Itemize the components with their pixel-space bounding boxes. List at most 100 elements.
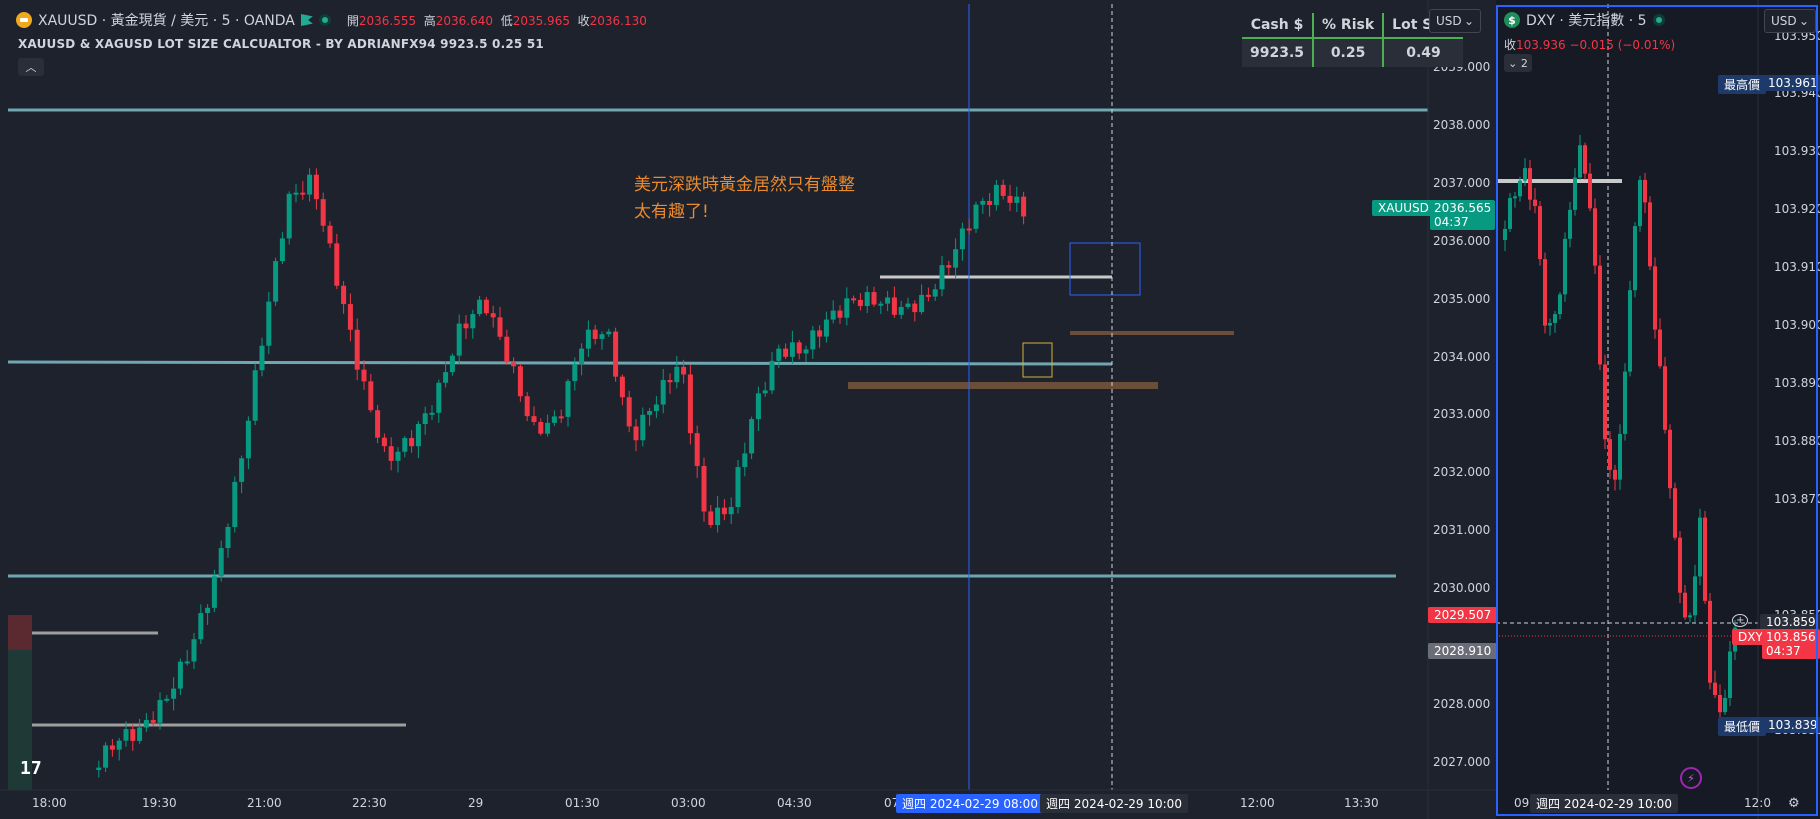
candle-body xyxy=(266,301,272,346)
price-tick-label: 2030.000 xyxy=(1433,581,1491,596)
dxy-price-tick-label: 103.880 xyxy=(1774,433,1820,448)
market-status-icon[interactable] xyxy=(318,14,331,26)
candle-body xyxy=(273,261,279,302)
indicator-title[interactable]: XAUUSD & XAGUSD LOT SIZE CALCUALTOR - BY… xyxy=(18,37,544,51)
candle-body xyxy=(769,360,775,391)
candle-body xyxy=(1538,206,1542,260)
candle-body xyxy=(205,607,211,614)
time-tick-label: 19:30 xyxy=(142,796,177,810)
lot-header-risk: % Risk xyxy=(1312,13,1384,39)
candle-body xyxy=(307,174,313,195)
dxy-symbol-title[interactable]: DXY · 美元指數 · 5 xyxy=(1526,13,1647,29)
candle-body xyxy=(232,481,238,527)
candle-body xyxy=(980,200,986,205)
price-tick-label: 2032.000 xyxy=(1433,465,1491,480)
candle-body xyxy=(851,298,857,301)
main-symbol-title[interactable]: XAUUSD · 黃金現貨 / 美元 · 5 · OANDA xyxy=(38,13,295,29)
candle-body xyxy=(885,297,891,304)
candle-body xyxy=(565,381,571,417)
candle-body xyxy=(1613,469,1617,480)
candle-body xyxy=(1508,198,1512,229)
dxy-candlestick-chart[interactable] xyxy=(1496,0,1820,819)
dxy-symbol-tag: DXY xyxy=(1732,629,1769,645)
candle-body xyxy=(1618,433,1622,480)
candle-body xyxy=(647,411,653,415)
candle-body xyxy=(1638,179,1642,227)
candle-body xyxy=(864,292,870,307)
dxy-time-left: 09 xyxy=(1514,796,1530,810)
candle-body xyxy=(538,422,544,434)
candle-body xyxy=(599,334,605,339)
lot-cash-value: 9923.5 xyxy=(1242,38,1314,67)
candle-body xyxy=(1583,145,1587,174)
open-value: 2036.555 xyxy=(358,13,417,28)
candle-body xyxy=(1683,592,1687,618)
candle-body xyxy=(313,174,319,200)
candle-body xyxy=(402,438,408,452)
add-alert-icon[interactable]: + xyxy=(1732,614,1749,627)
price-tick-label: 2035.000 xyxy=(1433,291,1491,306)
dxy-price-tick-label: 103.910 xyxy=(1774,260,1820,275)
chart-annotation[interactable]: 美元深跌時黃金居然只有盤整 太有趣了! xyxy=(634,175,855,222)
candle-body xyxy=(497,317,503,337)
red-price-tag: 2029.507 xyxy=(1428,607,1496,623)
candle-body xyxy=(1623,371,1627,434)
candle-body xyxy=(375,410,381,438)
dxy-chart-pane[interactable]: $ DXY · 美元指數 · 5 收103.936 −0.015 (−0.01%… xyxy=(1496,0,1820,819)
collapse-legend-button[interactable]: ︿ xyxy=(18,58,44,76)
candle-body xyxy=(1578,145,1582,178)
time-tick-label: 12:00 xyxy=(1240,796,1275,810)
candle-body xyxy=(1673,488,1677,538)
crosshair-time-gray: 週四 2024-02-29 10:00 xyxy=(1040,794,1188,813)
dxy-collapse-button[interactable]: ⌄ 2 xyxy=(1504,54,1532,72)
candle-body xyxy=(1708,600,1712,683)
candle-body xyxy=(415,424,421,447)
dxy-low-label: 最低價 xyxy=(1718,717,1767,736)
candle-body xyxy=(429,412,435,415)
dxy-price-tick-label: 103.870 xyxy=(1774,491,1820,506)
xauusd-chart-pane[interactable]: XAUUSD · 黃金現貨 / 美元 · 5 · OANDA 開2036.555… xyxy=(0,0,1496,819)
dxy-currency-select[interactable]: USD ⌄ xyxy=(1764,9,1816,33)
ohlc-readout: 開2036.555 高2036.640 低2035.965 收2036.130 xyxy=(346,13,647,28)
current-price-tag: 2036.565 04:37 xyxy=(1430,200,1496,230)
price-tick-label: 2033.000 xyxy=(1433,407,1491,422)
candle-body xyxy=(327,225,333,244)
candle-body xyxy=(531,416,537,423)
lot-size-value: 0.49 xyxy=(1382,38,1463,67)
candle-body xyxy=(1713,682,1717,695)
position-zone-risk xyxy=(8,615,32,650)
time-tick-label: 03:00 xyxy=(671,796,706,810)
candle-body xyxy=(1000,184,1006,196)
candle-body xyxy=(470,314,476,329)
currency-select[interactable]: USD ⌄ xyxy=(1429,9,1481,33)
lightning-icon[interactable]: ⚡ xyxy=(1680,767,1702,789)
dxy-crosshair-time: 週四 2024-02-29 10:00 xyxy=(1530,794,1678,813)
settings-gear-icon[interactable]: ⚙ xyxy=(1788,796,1800,811)
candle-body xyxy=(891,297,897,315)
price-tick-label: 2031.000 xyxy=(1433,523,1491,538)
xauusd-candlestick-chart[interactable] xyxy=(0,0,1496,819)
candle-body xyxy=(198,613,204,640)
candle-body xyxy=(1603,364,1607,440)
candle-body xyxy=(218,548,224,577)
candle-body xyxy=(701,465,707,512)
candle-body xyxy=(919,294,925,313)
dollar-icon: $ xyxy=(1504,12,1520,28)
flag-icon[interactable] xyxy=(300,14,313,26)
candle-body xyxy=(1558,294,1562,315)
dxy-market-status-icon[interactable] xyxy=(1652,14,1665,26)
dxy-crosshair-price: 103.859 xyxy=(1760,614,1820,630)
candle-body xyxy=(817,330,823,337)
candle-body xyxy=(953,249,959,268)
candle-body xyxy=(585,329,591,349)
candle-body xyxy=(694,433,700,466)
crosshair-time-blue: 週四 2024-02-29 08:00 xyxy=(896,794,1044,813)
candle-body xyxy=(477,299,483,315)
candle-body xyxy=(1007,195,1013,203)
candle-body xyxy=(1658,329,1662,367)
candle-body xyxy=(1593,208,1597,266)
candle-body xyxy=(633,426,639,441)
tradingview-logo[interactable]: 17 xyxy=(20,758,42,779)
high-value: 2036.640 xyxy=(435,13,494,28)
price-tick-label: 2037.000 xyxy=(1433,175,1491,190)
